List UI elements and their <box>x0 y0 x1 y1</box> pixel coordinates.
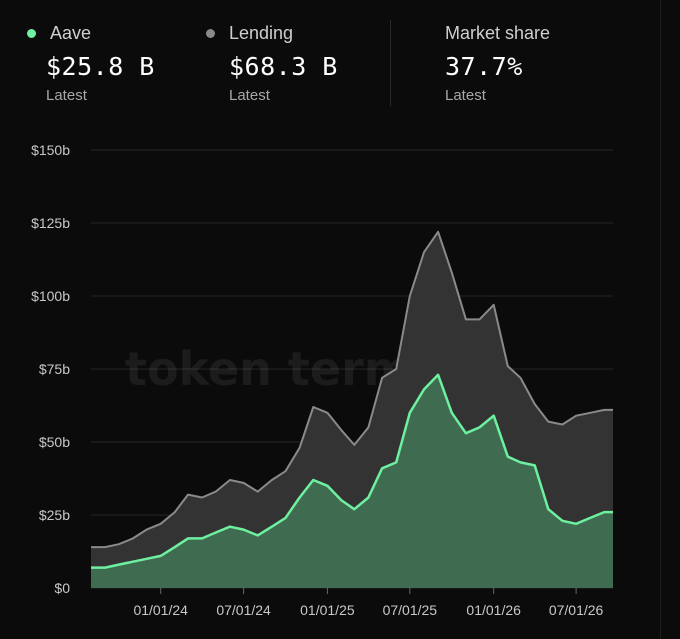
x-axis: 01/01/24 07/01/24 01/01/25 07/01/25 01/01/26… <box>133 588 604 618</box>
stat-aave-label: Aave <box>50 22 92 43</box>
y-tick-label: $50b <box>39 434 70 450</box>
y-tick-label: $0 <box>54 580 70 596</box>
y-tick-label: $75b <box>39 361 70 377</box>
lending-line <box>91 230 613 549</box>
stat-lending-sub: Latest <box>229 87 270 104</box>
y-axis: $0 $25b $50b $75b $100b $125b $150b <box>31 142 70 596</box>
aave-line <box>91 373 613 569</box>
aave-legend-dot-icon <box>27 28 36 38</box>
stat-market-share-label: Market share <box>445 22 551 43</box>
stats-header: Aave $25.8 B Latest Lending $68.3 B Late… <box>0 0 680 120</box>
stat-aave-value: $25.8 B <box>46 52 155 81</box>
stat-lending-label: Lending <box>229 22 294 43</box>
aave-area <box>91 374 613 588</box>
stat-lending: Lending $68.3 B Latest <box>206 22 338 104</box>
stat-market-share: Market share 37.7% Latest <box>445 22 551 105</box>
stat-aave-sub: Latest <box>46 87 87 104</box>
stat-lending-value: $68.3 B <box>229 52 338 81</box>
panel-edge <box>660 0 661 639</box>
y-tick-label: $25b <box>39 507 70 523</box>
x-tick-label: 01/01/26 <box>466 602 521 618</box>
chart-areas <box>91 230 613 589</box>
stat-market-share-sub: Latest <box>445 87 486 104</box>
x-tick-label: 07/01/26 <box>549 602 604 618</box>
y-tick-label: $150b <box>31 142 70 158</box>
x-tick-label: 01/01/25 <box>300 602 355 618</box>
y-tick-label: $100b <box>31 288 70 304</box>
y-tick-label: $125b <box>31 215 70 231</box>
lending-legend-dot-icon <box>206 28 215 38</box>
stat-market-share-value: 37.7% <box>445 52 523 81</box>
x-tick-label: 07/01/24 <box>216 602 271 618</box>
x-tick-label: 01/01/24 <box>133 602 188 618</box>
x-tick-label: 07/01/25 <box>383 602 438 618</box>
stat-aave: Aave $25.8 B Latest <box>27 22 155 104</box>
stats-divider <box>390 20 391 106</box>
